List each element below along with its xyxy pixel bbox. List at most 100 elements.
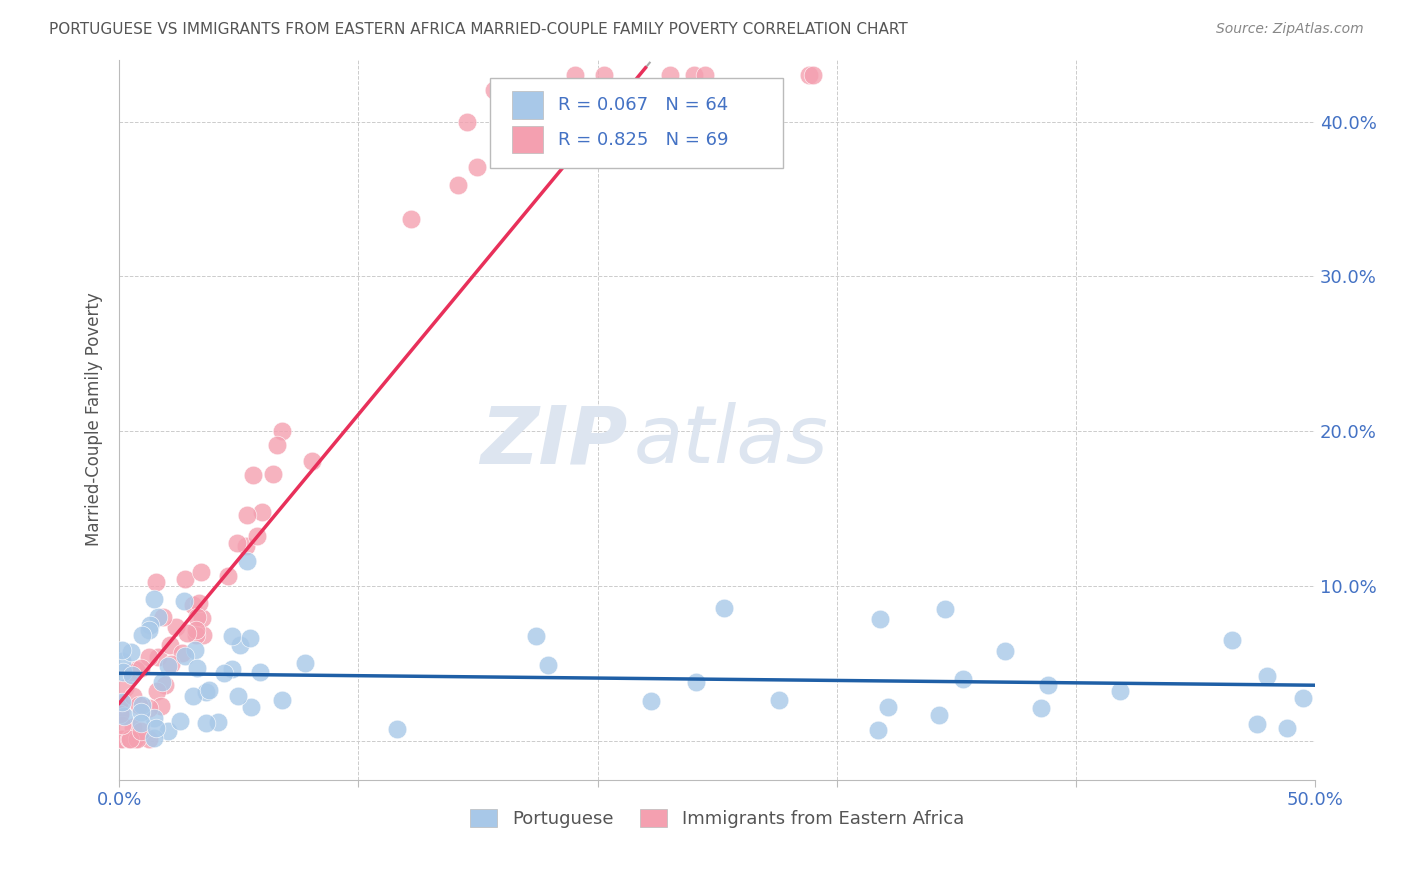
Point: [157, 724, 180, 739]
Point: [173, 594, 195, 608]
Point: [143, 711, 166, 725]
Point: [537, 657, 560, 672]
Point: [217, 569, 239, 583]
Point: [249, 665, 271, 679]
Point: [877, 700, 900, 714]
Point: [173, 572, 195, 586]
Point: [139, 617, 162, 632]
Point: [111, 695, 134, 709]
Text: R = 0.067   N = 64: R = 0.067 N = 64: [558, 96, 728, 114]
Point: [165, 620, 187, 634]
Point: [934, 602, 956, 616]
Point: [114, 681, 136, 696]
Point: [226, 689, 249, 703]
Point: [695, 68, 717, 82]
Point: [146, 649, 169, 664]
Point: [146, 609, 169, 624]
Point: [108, 696, 131, 710]
Point: [145, 721, 167, 735]
Point: [191, 628, 214, 642]
Point: [170, 646, 193, 660]
Point: [1292, 691, 1315, 706]
Point: [181, 689, 204, 703]
Point: [683, 68, 706, 82]
Y-axis label: Married-Couple Family Poverty: Married-Couple Family Poverty: [86, 293, 103, 547]
Point: [120, 645, 142, 659]
FancyBboxPatch shape: [491, 78, 783, 168]
Point: [112, 665, 135, 679]
Point: [145, 574, 167, 589]
Point: [640, 694, 662, 708]
Point: [186, 623, 208, 637]
Point: [111, 655, 134, 669]
Point: [524, 629, 547, 643]
Point: [110, 697, 132, 711]
Point: [713, 600, 735, 615]
Point: [118, 732, 141, 747]
Point: [143, 592, 166, 607]
Point: [128, 698, 150, 712]
Point: [1038, 678, 1060, 692]
Point: [235, 539, 257, 553]
Point: [928, 708, 950, 723]
Point: [266, 438, 288, 452]
Point: [1220, 632, 1243, 647]
Point: [262, 467, 284, 482]
Point: [111, 718, 134, 732]
Text: atlas: atlas: [634, 402, 828, 480]
Point: [1256, 669, 1278, 683]
FancyBboxPatch shape: [512, 126, 543, 153]
Point: [797, 68, 820, 82]
Point: [1246, 717, 1268, 731]
Point: [186, 610, 208, 624]
Point: [301, 454, 323, 468]
Point: [112, 708, 135, 723]
Point: [131, 698, 153, 712]
Point: [198, 682, 221, 697]
Point: [138, 732, 160, 747]
Point: [447, 178, 470, 192]
Point: [592, 68, 614, 82]
Point: [129, 705, 152, 719]
Point: [1109, 683, 1132, 698]
Point: [1275, 721, 1298, 735]
Point: [246, 529, 269, 543]
Point: [270, 693, 292, 707]
Point: [385, 722, 408, 736]
Point: [173, 649, 195, 664]
Point: [138, 649, 160, 664]
Point: [229, 638, 252, 652]
Text: Source: ZipAtlas.com: Source: ZipAtlas.com: [1216, 22, 1364, 37]
Point: [768, 693, 790, 707]
Point: [250, 505, 273, 519]
Point: [124, 732, 146, 747]
Point: [110, 732, 132, 747]
Point: [153, 678, 176, 692]
Point: [157, 658, 180, 673]
Point: [108, 706, 131, 721]
Point: [122, 689, 145, 703]
Point: [188, 596, 211, 610]
Point: [160, 657, 183, 671]
Point: [138, 623, 160, 637]
Point: [482, 83, 505, 97]
Point: [1029, 700, 1052, 714]
Point: [120, 665, 142, 680]
Point: [138, 700, 160, 714]
Point: [129, 661, 152, 675]
FancyBboxPatch shape: [512, 91, 543, 119]
Point: [190, 565, 212, 579]
Point: [465, 160, 488, 174]
Point: [122, 731, 145, 746]
Point: [195, 684, 218, 698]
Point: [122, 719, 145, 733]
Point: [869, 612, 891, 626]
Point: [659, 68, 682, 82]
Point: [110, 704, 132, 718]
Point: [143, 731, 166, 745]
Point: [240, 700, 263, 714]
Point: [122, 732, 145, 747]
Point: [952, 673, 974, 687]
Legend: Portuguese, Immigrants from Eastern Africa: Portuguese, Immigrants from Eastern Afri…: [463, 802, 972, 836]
Point: [184, 628, 207, 642]
